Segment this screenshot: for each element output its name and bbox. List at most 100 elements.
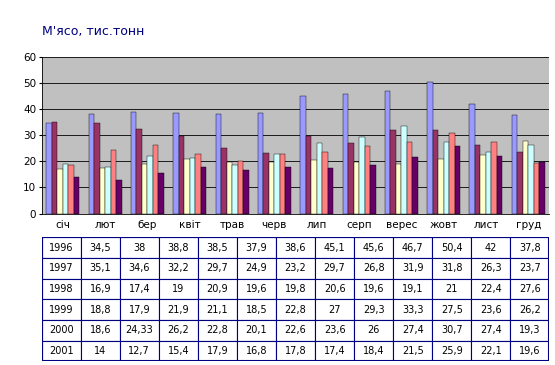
Bar	[276, 278, 315, 299]
Bar	[276, 258, 315, 278]
Bar	[237, 299, 276, 320]
Bar	[396, 164, 401, 214]
Bar	[258, 112, 264, 214]
Text: 21: 21	[446, 284, 458, 294]
Bar	[276, 237, 315, 258]
Text: 38,6: 38,6	[285, 243, 306, 253]
Bar	[276, 341, 315, 361]
Bar	[528, 145, 534, 214]
Bar	[511, 258, 549, 278]
Text: 37,9: 37,9	[246, 243, 268, 253]
Bar	[393, 341, 432, 361]
Text: 30,7: 30,7	[441, 325, 463, 335]
Bar	[158, 173, 164, 214]
Text: 38: 38	[133, 243, 145, 253]
Text: 21,9: 21,9	[168, 305, 189, 315]
Bar	[365, 146, 370, 214]
Bar	[511, 341, 549, 361]
Text: 18,4: 18,4	[363, 346, 385, 356]
Text: 15,4: 15,4	[168, 346, 189, 356]
Bar	[105, 167, 110, 214]
Bar	[280, 154, 285, 214]
Text: 22,1: 22,1	[480, 346, 502, 356]
Bar	[359, 137, 365, 214]
Text: 20,9: 20,9	[206, 284, 228, 294]
Text: лип: лип	[306, 220, 327, 230]
Bar	[432, 320, 471, 341]
Bar	[120, 341, 159, 361]
Text: 19,6: 19,6	[246, 284, 267, 294]
Text: 18,8: 18,8	[89, 305, 111, 315]
Bar	[52, 122, 57, 214]
Text: 31,9: 31,9	[402, 263, 423, 273]
Bar	[179, 136, 184, 214]
Text: 33,3: 33,3	[402, 305, 423, 315]
Bar	[492, 142, 497, 214]
Bar	[120, 278, 159, 299]
Text: 24,9: 24,9	[246, 263, 268, 273]
Bar	[243, 170, 249, 214]
Bar	[497, 156, 502, 214]
Text: 22,6: 22,6	[285, 325, 306, 335]
Bar	[63, 164, 68, 214]
Bar	[285, 167, 291, 214]
Bar	[159, 299, 198, 320]
Text: 17,4: 17,4	[128, 284, 150, 294]
Bar	[264, 153, 269, 214]
Bar	[354, 341, 393, 361]
Bar	[42, 278, 80, 299]
Bar	[137, 129, 142, 214]
Text: М'ясо, тис.тонн: М'ясо, тис.тонн	[42, 25, 144, 38]
Bar	[120, 258, 159, 278]
Bar	[120, 320, 159, 341]
Bar	[42, 299, 80, 320]
Text: 18,6: 18,6	[89, 325, 111, 335]
Text: 34,5: 34,5	[89, 243, 111, 253]
Text: 27,5: 27,5	[441, 305, 463, 315]
Bar	[276, 299, 315, 320]
Bar	[198, 299, 237, 320]
Bar	[153, 145, 158, 214]
Bar	[393, 320, 432, 341]
Bar	[342, 94, 348, 214]
Text: 50,4: 50,4	[441, 243, 463, 253]
Text: 42: 42	[485, 243, 497, 253]
Bar	[195, 154, 201, 214]
Text: 31,8: 31,8	[441, 263, 462, 273]
Text: 17,9: 17,9	[128, 305, 150, 315]
Bar	[46, 123, 52, 214]
Bar	[432, 258, 471, 278]
Bar	[432, 278, 471, 299]
Text: 26,3: 26,3	[480, 263, 502, 273]
Text: 26,2: 26,2	[519, 305, 541, 315]
Bar	[393, 278, 432, 299]
Text: 20,6: 20,6	[324, 284, 345, 294]
Bar	[269, 162, 274, 214]
Text: 45,6: 45,6	[363, 243, 385, 253]
Text: 27,6: 27,6	[519, 284, 541, 294]
Text: 27: 27	[329, 305, 341, 315]
Text: 32,2: 32,2	[168, 263, 189, 273]
Bar	[99, 168, 105, 214]
Text: 2001: 2001	[49, 346, 73, 356]
Bar	[89, 114, 94, 214]
Bar	[385, 91, 390, 214]
Bar	[315, 258, 354, 278]
Bar	[354, 162, 359, 214]
Text: 38,5: 38,5	[206, 243, 228, 253]
Bar	[110, 150, 116, 214]
Bar	[198, 237, 237, 258]
Bar	[311, 160, 317, 214]
Bar	[471, 299, 511, 320]
Bar	[80, 299, 120, 320]
Bar	[539, 162, 545, 214]
Bar	[80, 258, 120, 278]
Text: лют: лют	[94, 220, 116, 230]
Bar	[486, 152, 492, 214]
Bar	[315, 341, 354, 361]
Text: верес: верес	[386, 220, 417, 230]
Text: 18,5: 18,5	[246, 305, 268, 315]
Bar	[300, 96, 306, 214]
Bar	[449, 133, 455, 214]
Text: квіт: квіт	[179, 220, 200, 230]
